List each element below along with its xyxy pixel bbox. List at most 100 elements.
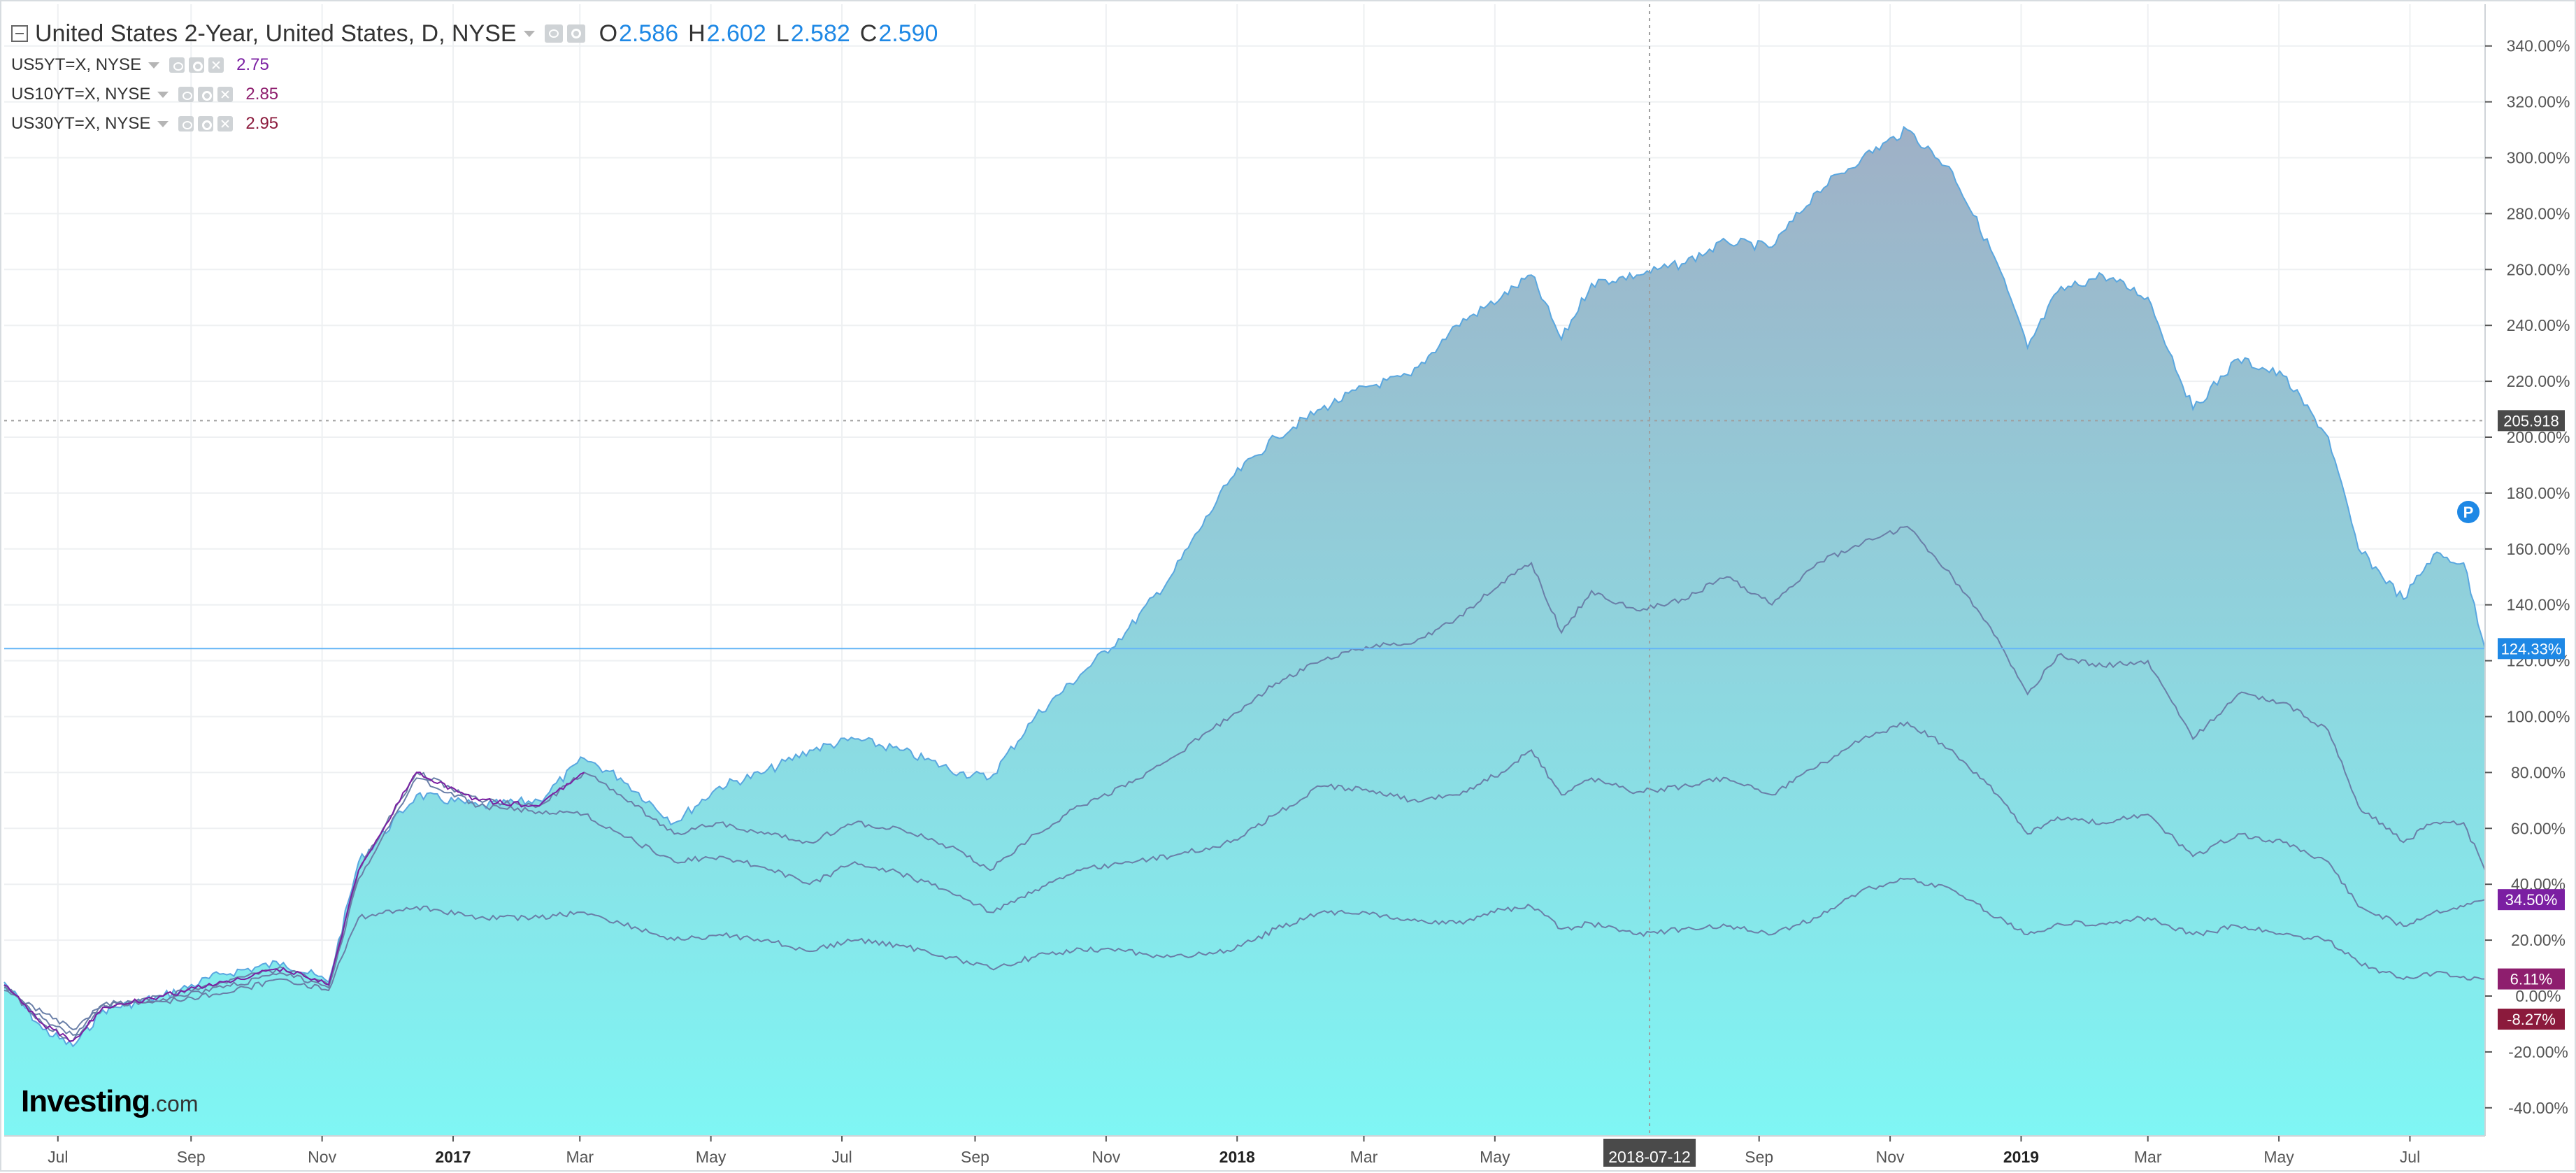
x-axis-tick-label: Nov bbox=[308, 1148, 336, 1166]
close-icon[interactable] bbox=[217, 87, 234, 102]
p-marker-label: P bbox=[2463, 504, 2474, 521]
legend-sub-label[interactable]: US30YT=X, NYSE bbox=[11, 114, 151, 133]
crosshair-date-label: 2018-07-12 bbox=[1608, 1148, 1691, 1166]
x-axis-tick-label: Mar bbox=[566, 1148, 594, 1166]
y-axis-tick-label: 260.00% bbox=[2507, 260, 2570, 278]
legend-sub-us5y: US5YT=X, NYSE 2.75 bbox=[11, 50, 938, 80]
ohlc-open-label: O bbox=[599, 20, 618, 47]
x-axis-tick-label: Mar bbox=[2134, 1148, 2162, 1166]
chevron-down-icon[interactable] bbox=[157, 91, 169, 98]
axis-badge-label: 205.918 bbox=[2503, 412, 2559, 429]
last-price-badge-us30y: 6.11% bbox=[2498, 968, 2565, 990]
crosshair-date-badge: 2018-07-12 bbox=[1603, 1139, 1696, 1167]
legend-sub-label[interactable]: US5YT=X, NYSE bbox=[11, 55, 142, 74]
y-axis-tick-label: 240.00% bbox=[2507, 316, 2570, 334]
legend-sub-label[interactable]: US10YT=X, NYSE bbox=[11, 85, 151, 104]
gear-icon[interactable] bbox=[198, 87, 214, 102]
investing-logo: Investing.com bbox=[21, 1084, 199, 1119]
x-axis-tick-label: Nov bbox=[1092, 1148, 1120, 1166]
legend: United States 2-Year, United States, D, … bbox=[11, 17, 938, 138]
x-axis-tick-label: Jul bbox=[48, 1148, 68, 1166]
y-axis-tick-label: 220.00% bbox=[2507, 372, 2570, 390]
axis-badge-bg bbox=[2498, 638, 2565, 660]
y-axis-tick-label: 140.00% bbox=[2507, 596, 2570, 614]
axis-badge-label: 34.50% bbox=[2505, 891, 2558, 909]
series-line-us30y bbox=[3, 877, 2486, 1030]
axis-badge-bg bbox=[2498, 410, 2565, 432]
legend-sub-value: 2.85 bbox=[245, 85, 279, 104]
ohlc-low-value: 2.582 bbox=[790, 20, 850, 47]
gear-icon[interactable] bbox=[566, 24, 585, 43]
close-icon[interactable] bbox=[208, 57, 224, 73]
ohlc-close-label: C bbox=[859, 20, 878, 47]
last-price-badge-us10y: 34.50% bbox=[2498, 889, 2565, 911]
ohlc-high-label: H bbox=[688, 20, 706, 47]
series-area-us2y bbox=[4, 127, 2485, 1137]
legend-sub-us30y: US30YT=X, NYSE 2.95 bbox=[11, 109, 938, 138]
x-axis-tick-label: Jul bbox=[2400, 1148, 2420, 1166]
gear-icon[interactable] bbox=[198, 116, 214, 131]
y-axis-tick-label: 80.00% bbox=[2511, 763, 2566, 781]
chevron-down-icon[interactable] bbox=[157, 120, 169, 127]
crosshair-date-bg bbox=[1603, 1139, 1696, 1167]
x-axis-tick-label: Mar bbox=[1350, 1148, 1378, 1166]
legend-sub-value: 2.75 bbox=[236, 55, 269, 74]
ohlc-high-value: 2.602 bbox=[706, 20, 766, 47]
eye-icon[interactable] bbox=[178, 87, 194, 102]
close-icon[interactable] bbox=[217, 116, 234, 131]
x-axis-tick-label: 2017 bbox=[435, 1148, 471, 1166]
y-axis-tick-label: 0.00% bbox=[2515, 987, 2561, 1005]
y-axis-tick-label: 100.00% bbox=[2507, 708, 2570, 726]
x-axis-tick-label: Sep bbox=[1745, 1148, 1773, 1166]
x-axis-tick-label: May bbox=[1480, 1148, 1510, 1166]
series-line-us5y-early bbox=[3, 772, 585, 1043]
axis-badge-label: -8.27% bbox=[2507, 1011, 2556, 1028]
series-line-us2y bbox=[3, 125, 2486, 1048]
eye-icon[interactable] bbox=[169, 57, 185, 73]
y-axis-tick-label: -40.00% bbox=[2508, 1099, 2568, 1117]
y-axis-tick-label: 60.00% bbox=[2511, 819, 2566, 837]
chevron-down-icon[interactable] bbox=[523, 30, 535, 37]
y-axis-tick-label: 300.00% bbox=[2507, 149, 2570, 167]
series-line-us10y bbox=[3, 721, 2486, 1036]
y-axis-tick-label: 180.00% bbox=[2507, 484, 2570, 502]
legend-sub-us10y: US10YT=X, NYSE 2.85 bbox=[11, 80, 938, 109]
legend-main-title[interactable]: United States 2-Year, United States, D, … bbox=[35, 20, 517, 47]
eye-icon[interactable] bbox=[178, 116, 194, 131]
p-marker-icon: P bbox=[2457, 501, 2480, 523]
x-axis-tick-label: Jul bbox=[831, 1148, 852, 1166]
x-axis-tick-label: Sep bbox=[177, 1148, 206, 1166]
chevron-down-icon[interactable] bbox=[148, 62, 160, 69]
y-axis-tick-label: -20.00% bbox=[2508, 1043, 2568, 1061]
last-price-badge-us5y: -8.27% bbox=[2498, 1009, 2565, 1030]
legend-sub-value: 2.95 bbox=[245, 114, 279, 133]
y-axis-tick-label: 320.00% bbox=[2507, 93, 2570, 111]
x-axis-tick-label: Sep bbox=[961, 1148, 989, 1166]
ohlc-low-label: L bbox=[775, 20, 789, 47]
ohlc-open-value: 2.586 bbox=[619, 20, 679, 47]
axis-badge-label: 124.33% bbox=[2501, 640, 2562, 657]
y-axis-tick-label: 20.00% bbox=[2511, 931, 2566, 949]
logo-text: Investing bbox=[21, 1084, 150, 1118]
eye-icon[interactable] bbox=[544, 24, 563, 43]
axis-badge-bg bbox=[2498, 968, 2565, 990]
x-axis-tick-label: 2019 bbox=[2003, 1148, 2039, 1166]
y-axis-tick-label: 280.00% bbox=[2507, 204, 2570, 222]
series-line-us5y bbox=[3, 525, 2486, 1042]
last-price-badge-us2y: 124.33% bbox=[2498, 638, 2565, 660]
axis-badge-label: 6.11% bbox=[2510, 971, 2553, 988]
crosshair-price-badge: 205.918 bbox=[2498, 410, 2565, 432]
legend-main-row: United States 2-Year, United States, D, … bbox=[11, 17, 938, 50]
axis-badge-bg bbox=[2498, 1009, 2565, 1030]
x-axis-tick-label: 2018 bbox=[1219, 1148, 1255, 1166]
y-axis-tick-label: 340.00% bbox=[2507, 37, 2570, 55]
y-axis-tick-label: 160.00% bbox=[2507, 540, 2570, 558]
logo-suffix: .com bbox=[150, 1091, 199, 1116]
x-axis-tick-label: May bbox=[2263, 1148, 2294, 1166]
x-axis-tick-label: Nov bbox=[1876, 1148, 1905, 1166]
collapse-icon[interactable] bbox=[11, 25, 28, 42]
ohlc-close-value: 2.590 bbox=[878, 20, 938, 47]
gear-icon[interactable] bbox=[189, 57, 205, 73]
